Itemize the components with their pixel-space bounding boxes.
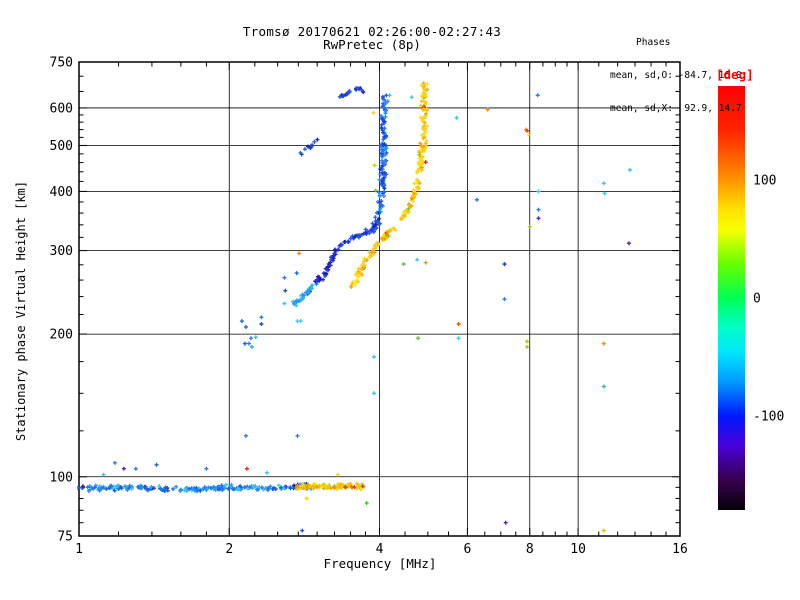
svg-text:6: 6 bbox=[463, 542, 471, 557]
trace-F-trace-X-mode bbox=[349, 81, 430, 289]
phase-stats-x-line: mean, sd,X: 92.9, 14.7 bbox=[610, 103, 742, 114]
svg-text:2: 2 bbox=[225, 542, 233, 557]
trace-E-layer-O-mode bbox=[77, 482, 313, 494]
trace-F-trace-O-shoulder bbox=[346, 215, 382, 244]
svg-text:75: 75 bbox=[57, 530, 73, 545]
colorbar-tick-label: 100 bbox=[753, 174, 776, 189]
plot-title: Tromsø 20170621 02:26:00-02:27:43 bbox=[242, 24, 502, 39]
svg-text:16: 16 bbox=[672, 542, 688, 557]
phase-stats-o-line: mean, sd,O: -84.7, 16.0 bbox=[610, 70, 742, 81]
svg-text:300: 300 bbox=[50, 244, 73, 259]
svg-text:500: 500 bbox=[50, 139, 73, 154]
trace-F-trace-O-hook-tip bbox=[291, 282, 319, 308]
y-tick-labels: 75 100 200 300 400 500 600 750 bbox=[50, 56, 73, 545]
phase-stats-header: Phases bbox=[636, 37, 671, 48]
colorbar-unit-label: [deg] bbox=[716, 67, 754, 82]
trace-F-trace-O-column bbox=[375, 93, 390, 216]
phase-stats-block: Phases mean, sd,O: -84.7, 16.0 mean, sd,… bbox=[610, 15, 742, 136]
colorbar-tick-label: 0 bbox=[753, 292, 761, 307]
colorbar-gradient bbox=[718, 86, 745, 510]
x-tick-labels: 1 2 4 6 8 10 16 bbox=[75, 542, 688, 557]
trace-F-trace-O-hook-mid bbox=[313, 239, 348, 284]
colorbar-tick-label: -100 bbox=[753, 409, 784, 424]
scatter-points bbox=[77, 81, 632, 533]
svg-text:4: 4 bbox=[376, 542, 384, 557]
svg-text:1: 1 bbox=[75, 542, 83, 557]
svg-text:10: 10 bbox=[570, 542, 586, 557]
plot-subtitle: RwPretec (8p) bbox=[323, 37, 421, 52]
trace-O-echo-segment bbox=[298, 137, 320, 157]
svg-text:100: 100 bbox=[50, 470, 73, 485]
y-axis-title: Stationary phase Virtual Height [km] bbox=[14, 180, 28, 442]
isolated-points bbox=[101, 93, 632, 533]
svg-text:200: 200 bbox=[50, 328, 73, 343]
svg-text:600: 600 bbox=[50, 101, 73, 116]
svg-text:8: 8 bbox=[526, 542, 534, 557]
svg-text:750: 750 bbox=[50, 56, 73, 71]
trace-O-topside-arc bbox=[337, 86, 366, 99]
x-axis-title: Frequency [MHz] bbox=[323, 556, 437, 571]
grid-lines bbox=[79, 62, 680, 536]
colorbar: 100 0 -100 bbox=[718, 86, 784, 510]
axis-box bbox=[78, 61, 681, 537]
trace-E-layer-X-mode bbox=[294, 481, 366, 492]
svg-text:400: 400 bbox=[50, 185, 73, 200]
